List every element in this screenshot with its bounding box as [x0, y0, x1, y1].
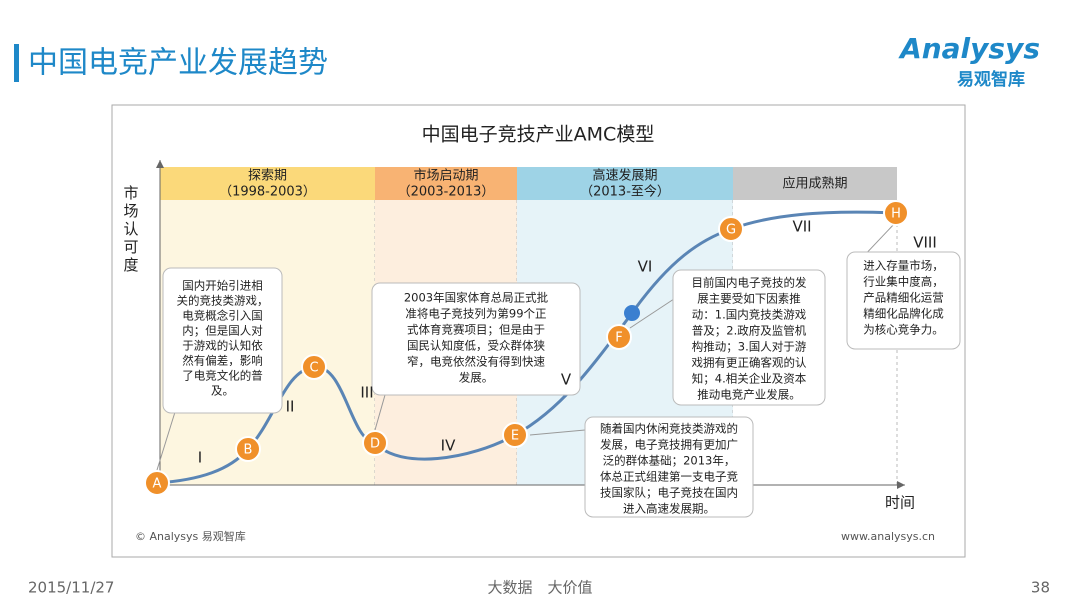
- point: [362, 430, 388, 456]
- marker: [624, 305, 640, 321]
- note-line: 随着国内休闲竞技类游戏的: [600, 422, 738, 436]
- point: [144, 470, 170, 496]
- note-line: 准将电子竞技列为第99个正: [405, 307, 546, 321]
- note-line: 国民认知度低，受众群体狭: [407, 339, 545, 353]
- logo-subtitle: 易观智库: [957, 69, 1025, 90]
- point-label: E: [511, 429, 519, 444]
- website: www.analysys.cn: [841, 530, 935, 543]
- note-line: 国内开始引进相: [182, 279, 263, 293]
- phase-name: 市场启动期: [413, 168, 478, 184]
- note-line: 电竞概念引入国: [182, 309, 263, 323]
- note-line: 展主要受如下因素推: [697, 292, 801, 306]
- note-line: 为核心竞争力。: [863, 323, 944, 337]
- note-line: 式体育竞赛项目；但是由于: [407, 323, 545, 337]
- stage-label: VII: [792, 218, 811, 236]
- note-pointer: [156, 411, 176, 471]
- point: [883, 200, 909, 226]
- copyright: © Analysys 易观智库: [135, 529, 246, 543]
- diagram-title: 中国电子竞技产业AMC模型: [422, 124, 655, 146]
- note-line: 关的竞技类游戏，: [177, 294, 269, 308]
- note-line: 技国家队；电子竞技在国内: [600, 486, 738, 500]
- note-line: 发展。: [459, 371, 494, 385]
- note-line: 发展，电子竞技拥有更加广: [600, 438, 738, 452]
- point-label: B: [244, 443, 253, 458]
- note-line: 推动电竞产业发展。: [697, 388, 801, 402]
- note-pointer: [374, 394, 386, 431]
- note-line: 了电竞文化的普: [182, 369, 263, 383]
- footer-slogan: 大数据 大价值: [487, 579, 592, 597]
- note-line: 及。: [211, 384, 234, 398]
- note-line: 普及；2.政府及监管机: [692, 324, 807, 338]
- point-label: C: [309, 361, 318, 376]
- point: [235, 436, 261, 462]
- note-line: 窄，电竞依然没有得到快速: [407, 355, 545, 369]
- stage-label: I: [198, 449, 202, 467]
- note-line: 进入存量市场，: [863, 259, 944, 273]
- footer-date: 2015/11/27: [28, 579, 114, 597]
- logo-brand: Analysys: [898, 32, 1040, 65]
- stage-label: V: [561, 371, 572, 389]
- note-pointer: [629, 294, 681, 329]
- title-bar: [14, 44, 19, 82]
- page-title: 中国电竞产业发展趋势: [28, 46, 328, 81]
- point: [606, 324, 632, 350]
- phase-name: 探索期: [248, 169, 287, 184]
- note-line: 产品精细化运营: [863, 291, 944, 305]
- note-box: [584, 416, 754, 518]
- stage-label: VIII: [913, 234, 937, 252]
- stage-label: II: [286, 398, 295, 416]
- phase-band: [160, 167, 375, 200]
- phase-band: [375, 167, 517, 200]
- point-label: D: [370, 437, 380, 452]
- x-label: 时间: [885, 494, 915, 512]
- phase-name: 高速发展期: [592, 168, 657, 184]
- note-box: [162, 267, 283, 414]
- point: [301, 354, 327, 380]
- note-line: 目前国内电子竞技的发: [692, 276, 807, 290]
- note-line: 动：1.国内竞技类游戏: [692, 308, 807, 322]
- note-line: 于游戏的认知依: [182, 339, 263, 353]
- point-label: A: [153, 477, 162, 492]
- stage-label: III: [360, 384, 373, 402]
- y-label: 市场认可度: [122, 185, 140, 275]
- note-pointer: [529, 429, 586, 436]
- phase-name: 应用成熟期: [782, 176, 847, 192]
- stage-label: IV: [441, 437, 456, 455]
- note-box: [846, 251, 961, 350]
- point: [502, 422, 528, 448]
- phase-period: （2013-至今）: [580, 184, 670, 200]
- note-line: 精细化品牌化成: [863, 307, 944, 321]
- note-line: 内；但是国人对: [182, 324, 263, 338]
- note-line: 2003年国家体育总局正式批: [404, 291, 549, 305]
- note-line: 然有偏差，影响: [182, 354, 263, 368]
- phase-period: （2003-2013）: [398, 185, 495, 200]
- phase-period: （1998-2003）: [219, 185, 316, 200]
- note-box: [672, 269, 826, 406]
- footer-page: 38: [1031, 579, 1050, 597]
- note-line: 进入高速发展期。: [623, 502, 715, 516]
- stage-label: VI: [638, 258, 653, 276]
- phase-band: [517, 167, 733, 200]
- point-label: H: [891, 207, 901, 222]
- note-line: 戏拥有更正确客观的认: [692, 356, 807, 370]
- phase-band: [733, 167, 897, 200]
- note-line: 泛的群体基础；2013年，: [603, 454, 736, 468]
- note-line: 构推动；3.国人对于游: [692, 340, 807, 354]
- x-arrow: [897, 481, 905, 489]
- note-line: 行业集中度高，: [863, 275, 944, 289]
- note-box: [371, 282, 581, 396]
- point: [718, 216, 744, 242]
- note-line: 体总正式组建第一支电子竞: [600, 470, 738, 484]
- note-line: 知；4.相关企业及资本: [692, 372, 807, 386]
- point-label: G: [726, 223, 736, 238]
- point-label: F: [615, 331, 622, 346]
- y-arrow: [156, 160, 164, 168]
